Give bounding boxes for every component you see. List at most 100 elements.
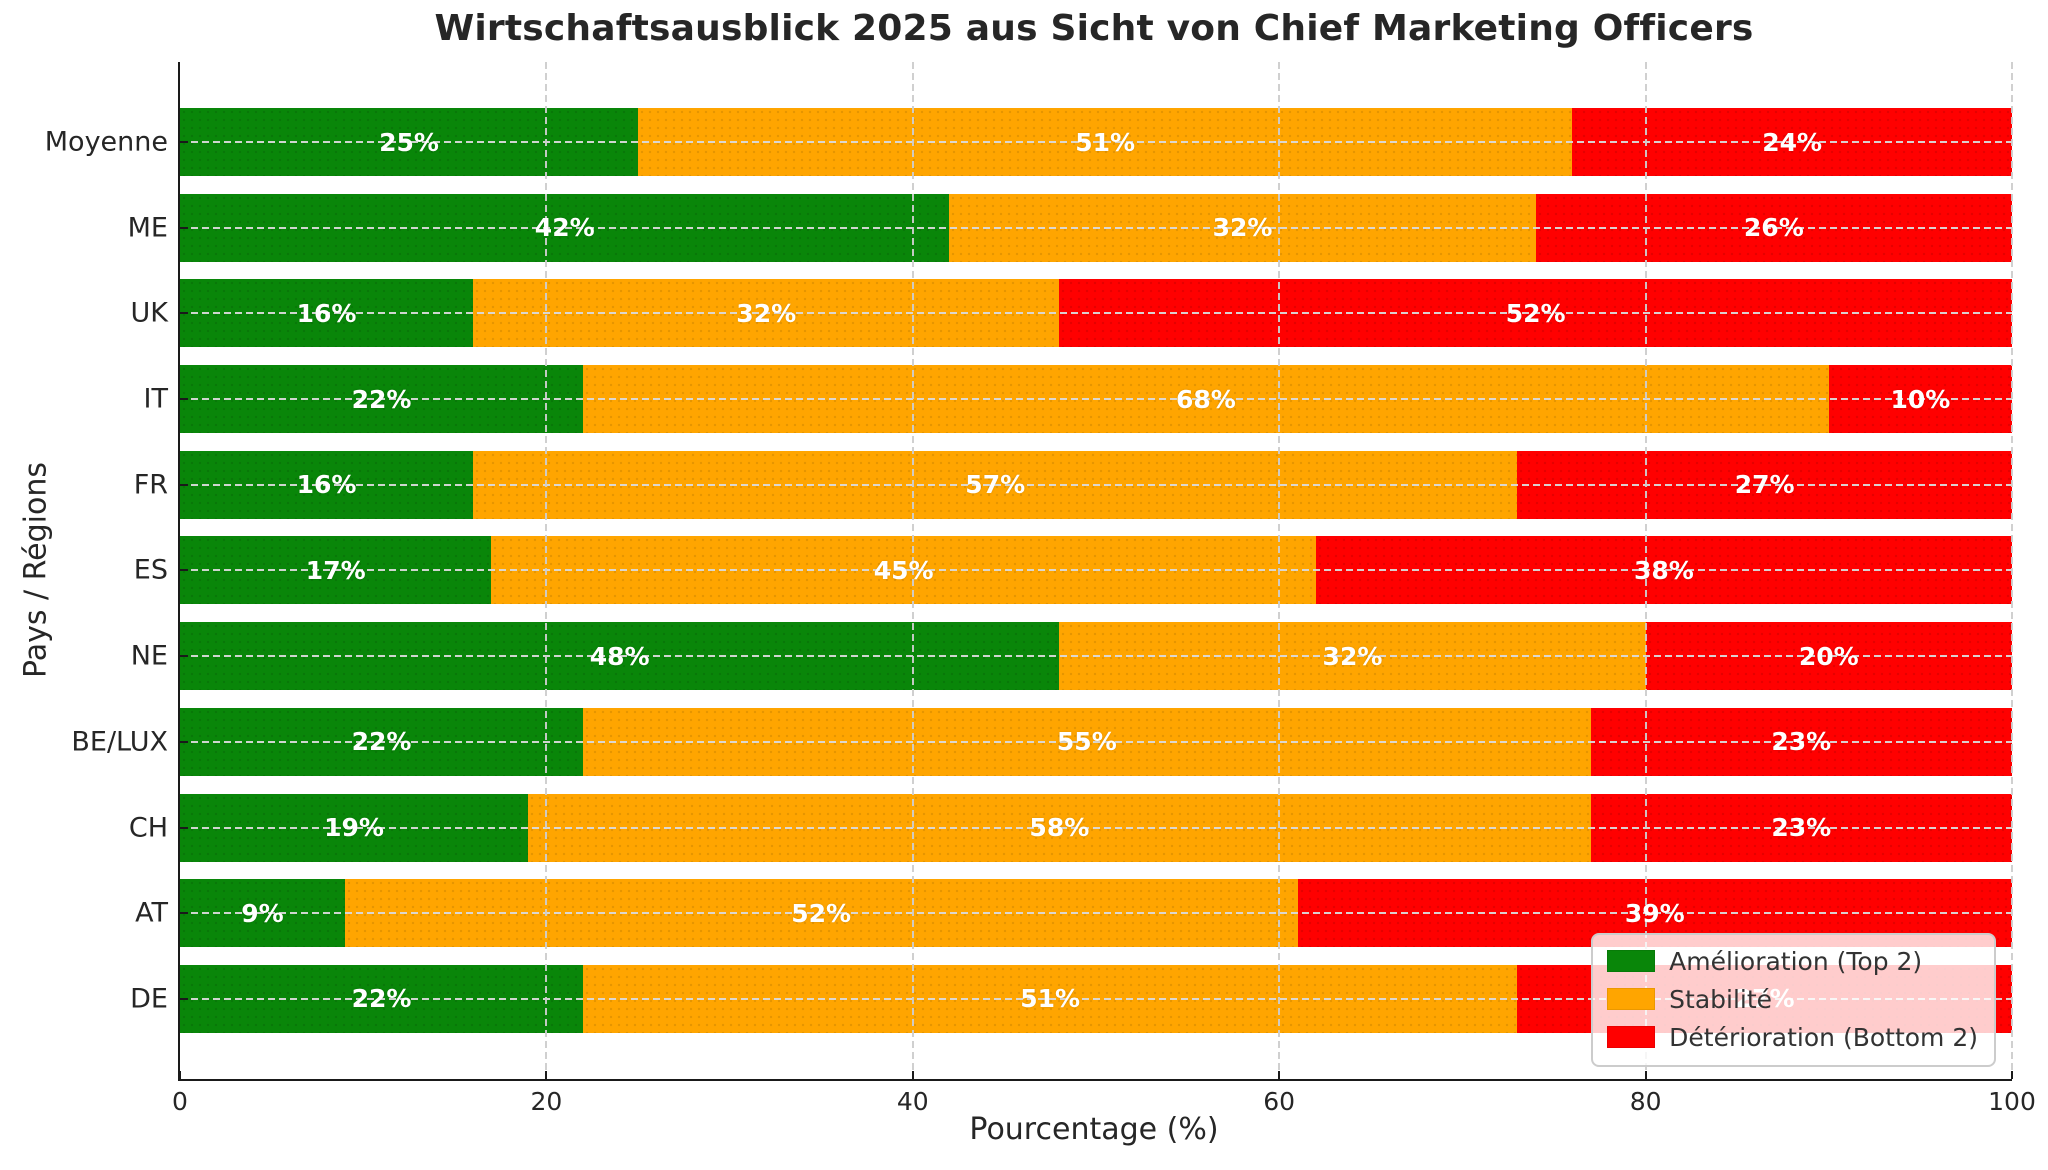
bar-row: CH 19% 58% 23% [129,793,2012,862]
y-tick-label: BE/LUX [71,726,168,758]
x-tick-label: 100 [1988,1087,2036,1116]
stacked-bar: 16% 57% 27% [180,450,2012,519]
bar-value-label: 22% [351,727,412,757]
stacked-bar: 22% 68% 10% [180,365,2012,434]
y-tick-mark [180,912,188,915]
y-tick-label: CH [128,812,168,843]
bar-value-label: 32% [736,298,797,328]
legend-item: Amélioration (Top 2) [1607,943,1978,979]
bar-value-label: 57% [965,470,1026,500]
bar-value-label: 20% [1798,641,1859,671]
bar-value-label: 26% [1743,213,1804,243]
x-tick-label: 60 [1263,1087,1296,1116]
legend-label: Amélioration (Top 2) [1669,946,1923,976]
horizontal-gridline [180,569,2012,572]
bar-value-label: 42% [534,213,595,243]
y-tick-mark [180,826,188,829]
horizontal-gridline [180,912,2012,915]
y-tick-mark [180,312,188,315]
bar-value-label: 23% [1771,727,1832,757]
y-tick-label: AT [135,897,168,929]
bar-rows: Moyenne 25% 51% 24% ME 42% 32% 26% UK 16% 32% 52% IT… [45,62,2012,1079]
bar-value-label: 39% [1624,898,1685,928]
vertical-gridline [911,62,914,1079]
y-tick-label: UK [130,297,168,329]
bar-value-label: 48% [589,641,650,671]
horizontal-gridline [180,483,2012,486]
bar-value-label: 32% [1212,213,1273,243]
horizontal-gridline [180,398,2012,401]
vertical-gridline [545,62,548,1079]
y-tick-label: IT [143,383,168,415]
horizontal-gridline [180,226,2012,229]
bar-value-label: 51% [1075,127,1136,157]
x-tick-label: 80 [1629,1087,1662,1116]
plot-area: Moyenne 25% 51% 24% ME 42% 32% 26% UK 16% 32% 52% IT… [45,62,2036,1116]
legend-item: Détérioration (Bottom 2) [1607,1019,1978,1055]
horizontal-gridline [180,826,2012,829]
bar-value-label: 23% [1771,813,1832,842]
y-tick-mark [180,655,188,658]
vertical-gridline [2011,62,2013,1079]
bar-value-label: 19% [324,813,384,842]
bar-row: IT 22% 68% 10% [144,365,2012,434]
legend-swatch [1607,950,1656,972]
x-tick-mark [545,1071,548,1079]
vertical-gridline [1278,62,1281,1079]
legend-swatch [1607,988,1656,1010]
horizontal-gridline [180,740,2012,743]
bar-value-label: 55% [1056,727,1117,757]
legend-label: Stabilité [1669,984,1773,1014]
bar-row: ME 42% 32% 26% [128,193,2012,262]
bar-row: ES 17% 45% 38% [134,536,2012,605]
bar-row: UK 16% 32% 52% [131,279,2012,348]
bar-value-label: 52% [1505,298,1566,328]
bar-value-label: 52% [791,898,852,928]
bar-value-label: 9% [241,898,284,928]
bar-value-label: 68% [1175,384,1236,414]
x-tick-label: 40 [896,1087,929,1116]
bar-value-label: 58% [1029,813,1090,842]
y-tick-label: Moyenne [44,126,168,158]
chart-title: Wirtschaftsausblick 2025 aus Sicht von C… [434,8,1754,49]
y-tick-mark [180,997,188,1000]
x-tick-mark [179,1071,181,1079]
horizontal-gridline [180,655,2012,658]
bar-value-label: 16% [296,298,357,328]
y-axis-label: Pays / Régions [18,461,54,679]
x-tick-label: 20 [530,1087,563,1116]
bar-value-label: 17% [305,555,366,585]
bar-value-label: 25% [379,127,439,157]
bar-value-label: 22% [351,984,412,1014]
y-tick-mark [180,141,188,143]
bar-row: BE/LUX 22% 55% 23% [71,707,2012,776]
x-tick-mark [1278,1071,1281,1079]
y-tick-label: ES [133,554,168,586]
bar-value-label: 51% [1020,984,1081,1014]
bar-value-label: 27% [1734,470,1795,500]
legend-swatch [1607,1026,1656,1048]
y-tick-mark [180,740,188,743]
bar-row: FR 16% 57% 27% [134,450,2012,519]
bar-value-label: 10% [1890,384,1951,414]
x-tick-mark [911,1071,914,1079]
bar-value-label: 38% [1633,555,1694,585]
horizontal-gridline [180,141,2012,143]
bar-row: Moyenne 25% 51% 24% [45,108,2012,176]
bar-value-label: 16% [296,470,357,500]
bar-value-label: 45% [873,555,934,585]
bar-value-label: 32% [1322,641,1383,671]
y-tick-mark [180,398,188,401]
bar-value-label: 24% [1762,127,1823,157]
horizontal-gridline [180,312,2012,315]
legend-label: Détérioration (Bottom 2) [1669,1022,1978,1052]
bar-row: NE 48% 32% 20% [131,622,2012,691]
vertical-gridline [1644,62,1647,1079]
y-tick-label: ME [127,212,168,244]
y-tick-mark [180,483,188,486]
horizontal-gridline [180,997,2012,1000]
bar-value-label: 22% [351,384,412,414]
y-tick-mark [180,569,188,572]
x-tick-mark [1644,1071,1647,1079]
